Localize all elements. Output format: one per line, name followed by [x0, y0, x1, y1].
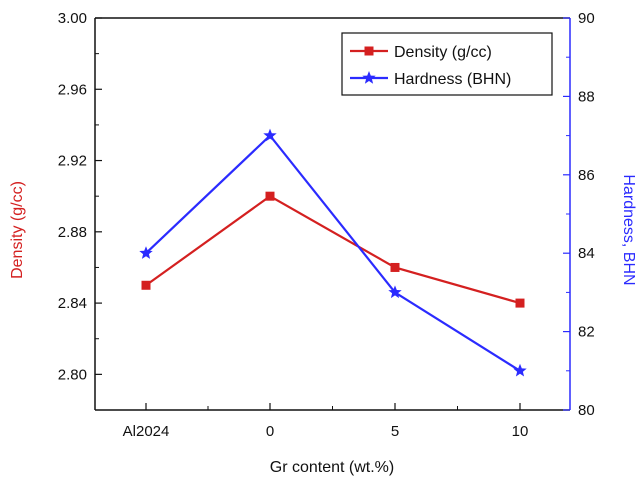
legend: Density (g/cc) Hardness (BHN)	[341, 32, 553, 96]
x-tick-label: 10	[512, 423, 529, 440]
y-right-tick-label: 90	[578, 10, 595, 27]
series-layer	[139, 128, 527, 377]
y-left-tick-label: 2.88	[58, 224, 87, 241]
y-left-tick-label: 3.00	[58, 10, 87, 27]
plot-layer	[94, 17, 571, 411]
y-left-axis-title: Density (g/cc)	[9, 181, 26, 279]
axes-layer: 2.80 2.84 2.88 2.92 2.96 3.00 80 82 84 86 88 90 Al20…	[58, 10, 595, 440]
y-left-tick-label: 2.96	[58, 81, 87, 98]
density-point	[141, 280, 151, 290]
x-tick-label: 0	[266, 423, 274, 440]
hardness-point	[388, 285, 402, 299]
density-series-line	[145, 194, 521, 305]
y-left-tick-label: 2.84	[58, 295, 87, 312]
hardness-series-line	[145, 133, 521, 372]
y-left-tick-label: 2.80	[58, 366, 87, 383]
x-tick-label: Al2024	[123, 423, 170, 440]
density-point	[390, 262, 400, 272]
hardness-point	[513, 363, 527, 377]
y-left-tick-label: 2.92	[58, 153, 87, 170]
legend-density-marker	[364, 46, 374, 56]
density-point	[265, 191, 275, 201]
legend-hardness-label: Hardness (BHN)	[394, 71, 511, 88]
x-axis-title: Gr content (wt.%)	[270, 459, 394, 476]
y-right-tick-label: 80	[578, 402, 595, 419]
x-tick-label: 5	[391, 423, 399, 440]
y-right-tick-label: 88	[578, 88, 595, 105]
hardness-point	[263, 128, 277, 142]
hardness-point	[139, 246, 153, 259]
legend-box	[341, 32, 553, 96]
legend-hardness-marker	[362, 71, 376, 84]
y-right-tick-label: 84	[578, 245, 595, 262]
y-right-tick-label: 82	[578, 324, 595, 341]
density-point	[515, 298, 525, 308]
y-right-tick-label: 86	[578, 167, 595, 184]
legend-density-label: Density (g/cc)	[394, 44, 492, 61]
y-right-axis-title: Hardness, BHN	[620, 174, 637, 285]
